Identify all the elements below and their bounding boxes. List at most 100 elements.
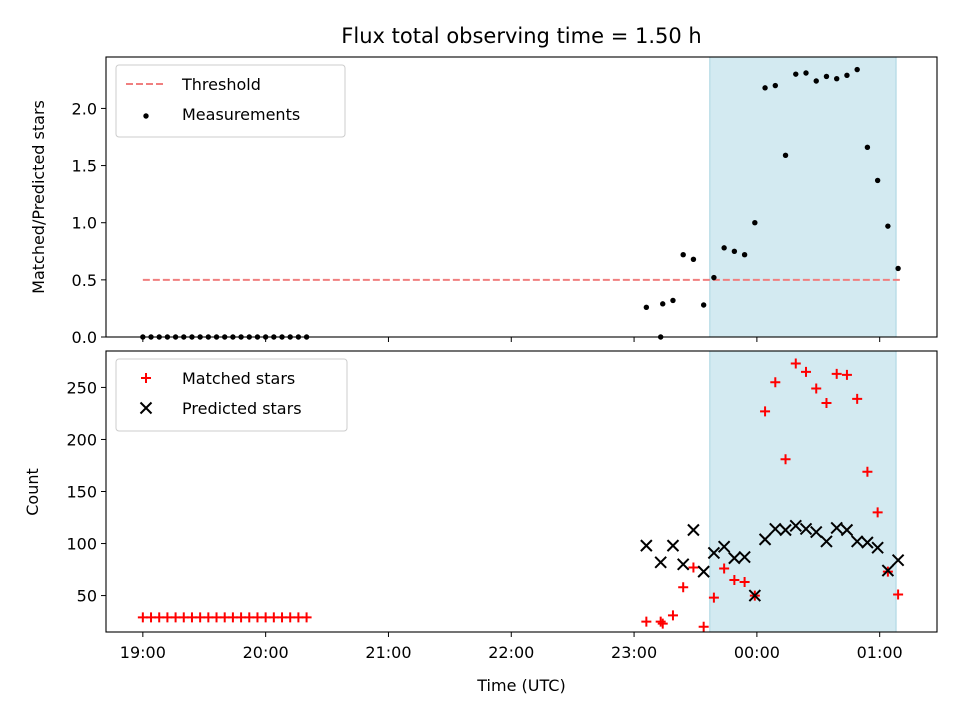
- data-point: [707, 546, 721, 560]
- y-tick-label: 150: [66, 483, 97, 502]
- shaded-span: [709, 350, 897, 633]
- data-point: [874, 177, 881, 184]
- data-point: [719, 563, 730, 574]
- data-point: [854, 66, 860, 73]
- top-panel: 0.0 0.5 1.0 1.5 2.0 Threshold Measurements: [72, 56, 938, 347]
- series-predicted-stars: [640, 519, 905, 602]
- data-point: [885, 223, 891, 229]
- x-tick-label: 00:00: [734, 643, 780, 662]
- data-point: [790, 358, 801, 369]
- x-tick-label: 22:00: [488, 643, 534, 662]
- y-tick-label: 0.0: [72, 328, 97, 347]
- data-point: [820, 535, 833, 548]
- data-point: [811, 383, 822, 394]
- data-point: [760, 406, 771, 417]
- data-point: [728, 551, 741, 565]
- data-point: [779, 523, 792, 537]
- y-tick-label: 1.0: [72, 214, 97, 233]
- data-point: [799, 522, 813, 536]
- data-point: [810, 525, 823, 539]
- data-point: [772, 82, 779, 89]
- x-tick-label: 19:00: [120, 643, 166, 662]
- y-tick-label: 0.5: [72, 271, 97, 290]
- data-point: [708, 592, 719, 603]
- bottom-y-axis-label: Count: [23, 468, 42, 516]
- data-point: [731, 248, 738, 254]
- y-tick-label: 50: [77, 587, 97, 606]
- data-point: [678, 582, 689, 593]
- data-point: [657, 618, 668, 629]
- x-tick-label: 20:00: [243, 643, 289, 662]
- data-point: [821, 398, 832, 409]
- data-point: [680, 252, 686, 258]
- data-point: [844, 72, 850, 78]
- legend-box: [115, 358, 348, 432]
- data-point: [697, 565, 710, 578]
- y-tick-label: 100: [66, 535, 97, 554]
- y-tick-label: 200: [66, 430, 97, 449]
- legend: Threshold Measurements: [115, 64, 346, 138]
- data-point: [803, 70, 809, 76]
- data-point: [688, 562, 699, 573]
- data-point: [831, 368, 842, 379]
- data-point: [782, 152, 789, 158]
- x-axis-label: Time (UTC): [476, 676, 565, 695]
- data-point: [729, 574, 740, 585]
- data-point: [852, 393, 863, 404]
- bottom-panel: 50 100 150 200 250 19:00 20:00 21:00 22:00 23:00 0…: [66, 350, 938, 662]
- data-point: [748, 589, 762, 602]
- data-point: [862, 466, 873, 477]
- x-tick-label: 23:00: [611, 643, 657, 662]
- legend-label: Measurements: [182, 105, 300, 124]
- data-point: [872, 507, 883, 518]
- data-point: [762, 85, 768, 91]
- data-point: [711, 274, 717, 281]
- data-point: [793, 71, 799, 77]
- data-point: [861, 536, 874, 549]
- data-point: [864, 144, 871, 150]
- shaded-span: [709, 56, 897, 338]
- series-matched-stars: [137, 358, 904, 632]
- data-point: [698, 621, 709, 632]
- data-point: [717, 540, 731, 553]
- legend-marker: [143, 113, 149, 119]
- data-point: [655, 616, 666, 627]
- legend-label: Predicted stars: [182, 399, 302, 418]
- data-point: [840, 523, 854, 537]
- data-point: [640, 539, 653, 552]
- data-point: [758, 533, 772, 546]
- data-point: [871, 541, 884, 554]
- data-point: [654, 556, 667, 569]
- legend-marker: [141, 373, 151, 383]
- data-point: [789, 519, 802, 533]
- data-point: [752, 220, 758, 226]
- data-point: [660, 301, 666, 307]
- data-point: [891, 553, 905, 567]
- data-point: [841, 369, 852, 380]
- legend-label: Threshold: [181, 75, 261, 94]
- data-point: [641, 616, 652, 627]
- x-tick-label: 21:00: [365, 643, 411, 662]
- data-point: [780, 454, 791, 465]
- data-point: [813, 78, 819, 84]
- data-point: [670, 297, 676, 304]
- y-tick-label: 250: [66, 378, 97, 397]
- data-point: [850, 535, 864, 548]
- chart-title: Flux total observing time = 1.50 h: [341, 24, 701, 48]
- top-y-axis-label: Matched/Predicted stars: [29, 100, 48, 294]
- legend: Matched stars Predicted stars: [115, 358, 348, 432]
- data-point: [895, 265, 901, 272]
- data-point: [301, 612, 312, 623]
- data-point: [830, 521, 843, 535]
- data-point: [741, 252, 748, 258]
- data-point: [687, 523, 700, 537]
- data-point: [667, 610, 678, 621]
- data-point: [676, 558, 690, 571]
- plot-frame: [105, 56, 938, 338]
- data-point: [721, 245, 727, 251]
- data-point: [769, 522, 782, 536]
- data-point: [739, 577, 750, 588]
- data-point: [700, 302, 707, 308]
- data-point: [834, 76, 840, 82]
